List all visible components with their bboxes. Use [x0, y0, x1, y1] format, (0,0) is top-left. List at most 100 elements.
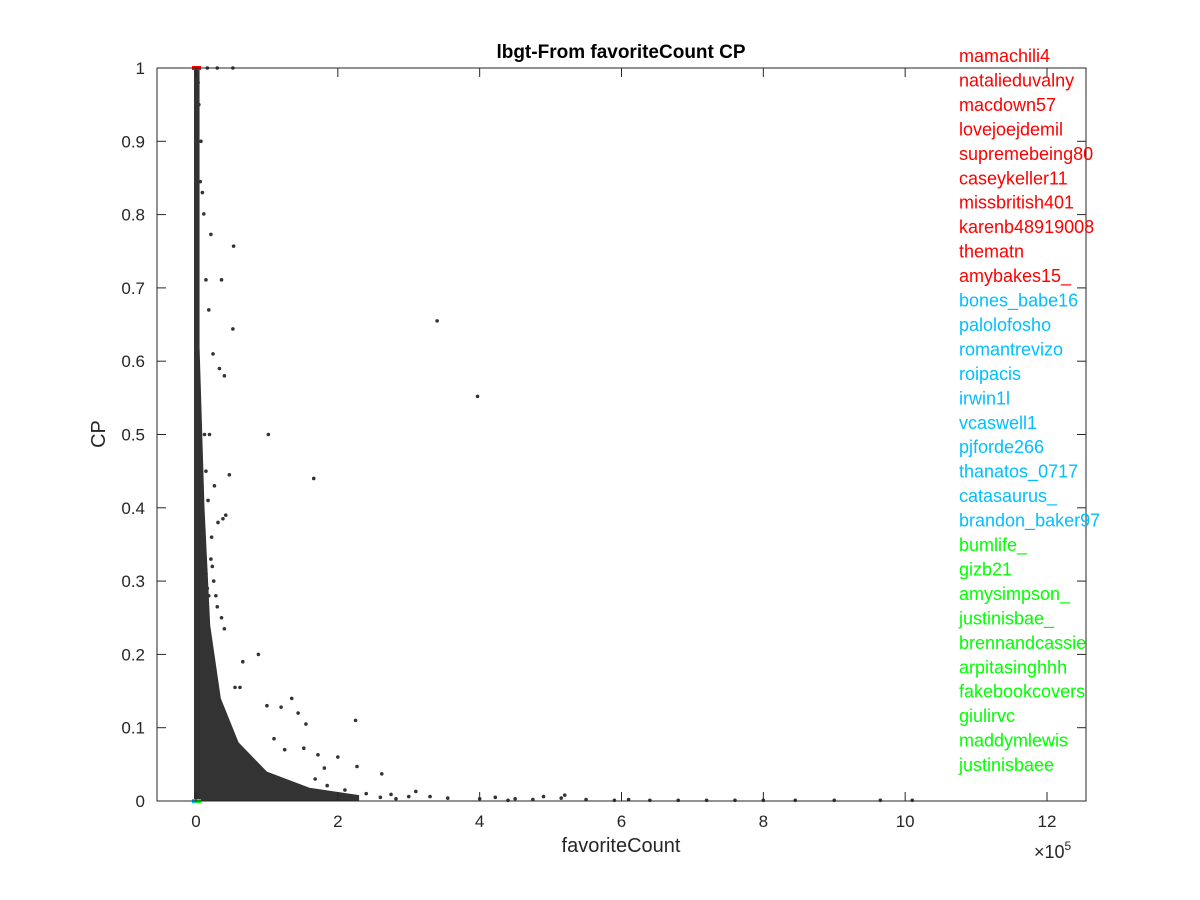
data-point: [493, 795, 498, 800]
user-name-label: caseykeller11: [959, 168, 1068, 188]
x-axis-title: favoriteCount: [562, 835, 681, 857]
data-point: [198, 179, 203, 184]
data-point: [531, 797, 535, 802]
user-name-label: natalieduvalny: [959, 70, 1074, 90]
user-name-label: brennandcassie: [959, 633, 1086, 653]
user-name-label: thematn: [959, 242, 1024, 262]
user-name-label: justinisbaee: [958, 755, 1054, 775]
data-point: [211, 352, 215, 356]
data-point: [445, 796, 450, 800]
data-point: [204, 278, 208, 282]
data-point: [216, 520, 220, 525]
data-point: [676, 798, 681, 803]
points-layer: [196, 66, 915, 803]
x-multiplier-exponent: 5: [1065, 839, 1072, 853]
data-point: [389, 792, 393, 797]
user-name-label: thanatos_0717: [959, 462, 1078, 483]
data-point: [212, 484, 217, 488]
user-name-label: palolofosho: [959, 315, 1051, 335]
x-tick-label: 8: [759, 812, 768, 831]
data-point: [207, 432, 212, 437]
y-tick-label: 1: [136, 59, 145, 78]
user-name-label: vcaswell1: [959, 413, 1037, 433]
data-point: [793, 798, 798, 803]
data-point: [364, 791, 369, 796]
y-axis: 0 0.1 0.2 0.3 0.4 0.5 0.6 0.7 0.8 0.9 1: [121, 59, 1086, 811]
data-point: [265, 703, 269, 708]
data-point: [878, 798, 883, 803]
data-point: [256, 652, 261, 657]
data-point: [648, 798, 652, 803]
data-point: [215, 604, 220, 609]
x-axis: 0 2 4 6 8 10 12: [191, 68, 1056, 831]
data-point: [562, 793, 567, 797]
x-tick-label: 12: [1038, 812, 1057, 831]
y-axis-title: CP: [88, 420, 110, 448]
data-point: [513, 797, 517, 801]
data-point: [233, 685, 237, 690]
user-name-label: macdown57: [959, 95, 1056, 115]
user-name-label: supremebeing80: [959, 144, 1093, 164]
data-point: [584, 797, 588, 802]
data-point: [832, 798, 837, 803]
x-multiplier-base: ×10: [1034, 842, 1065, 862]
data-point: [380, 772, 384, 776]
y-tick-label: 0.2: [121, 645, 145, 664]
user-name-label: irwin1l: [959, 388, 1010, 408]
data-point: [313, 777, 317, 781]
data-point: [204, 469, 208, 473]
x-tick-label: 6: [617, 812, 626, 831]
data-point: [336, 755, 340, 759]
dense-cluster: [194, 68, 360, 801]
data-point: [206, 498, 210, 503]
plot-background: [157, 68, 1086, 801]
zero-axis-band: [194, 68, 200, 801]
user-name-label: gizb21: [959, 559, 1012, 579]
data-point: [428, 794, 432, 799]
user-name-label: lovejoejdemil: [959, 119, 1063, 139]
data-point: [406, 794, 411, 799]
data-point: [704, 798, 709, 803]
data-point: [289, 696, 294, 701]
data-point: [211, 579, 216, 583]
x-tick-label: 0: [191, 812, 200, 831]
data-point: [209, 535, 214, 539]
data-point: [214, 593, 218, 598]
user-name-label: brandon_baker97: [959, 511, 1100, 532]
data-point: [316, 753, 320, 757]
data-point: [272, 736, 276, 741]
user-name-label: bones_babe16: [959, 291, 1078, 312]
user-name-label: bumlife_: [959, 535, 1028, 556]
data-point: [475, 394, 480, 399]
y-tick-label: 0.1: [121, 719, 145, 738]
data-point: [343, 788, 347, 792]
x-tick-label: 10: [896, 812, 915, 831]
data-point: [219, 278, 224, 282]
y-tick-label: 0.5: [121, 426, 145, 445]
data-point: [202, 432, 207, 437]
dense-cluster-area: [196, 68, 360, 801]
data-point: [231, 327, 235, 331]
user-name-label: romantrevizo: [959, 339, 1063, 359]
data-point: [203, 557, 208, 561]
user-name-label: roipacis: [959, 364, 1021, 384]
y-tick-label: 0.7: [121, 279, 145, 298]
data-point: [206, 308, 211, 312]
data-point: [204, 571, 208, 576]
data-point: [311, 476, 316, 481]
data-point: [241, 659, 245, 664]
y-tick-label: 0.8: [121, 206, 145, 225]
data-point: [205, 586, 210, 591]
x-tick-label: 4: [475, 812, 484, 831]
data-point: [219, 615, 224, 620]
data-point: [910, 798, 915, 803]
data-point: [206, 593, 211, 598]
user-name-label: fakebookcovers: [959, 682, 1085, 702]
data-point: [217, 366, 222, 371]
user-name-label: missbritish401: [959, 193, 1074, 213]
user-name-label: justinisbae_: [958, 608, 1055, 629]
user-name-label: amybakes15_: [959, 266, 1072, 287]
data-point: [197, 102, 201, 107]
data-point: [200, 190, 205, 195]
